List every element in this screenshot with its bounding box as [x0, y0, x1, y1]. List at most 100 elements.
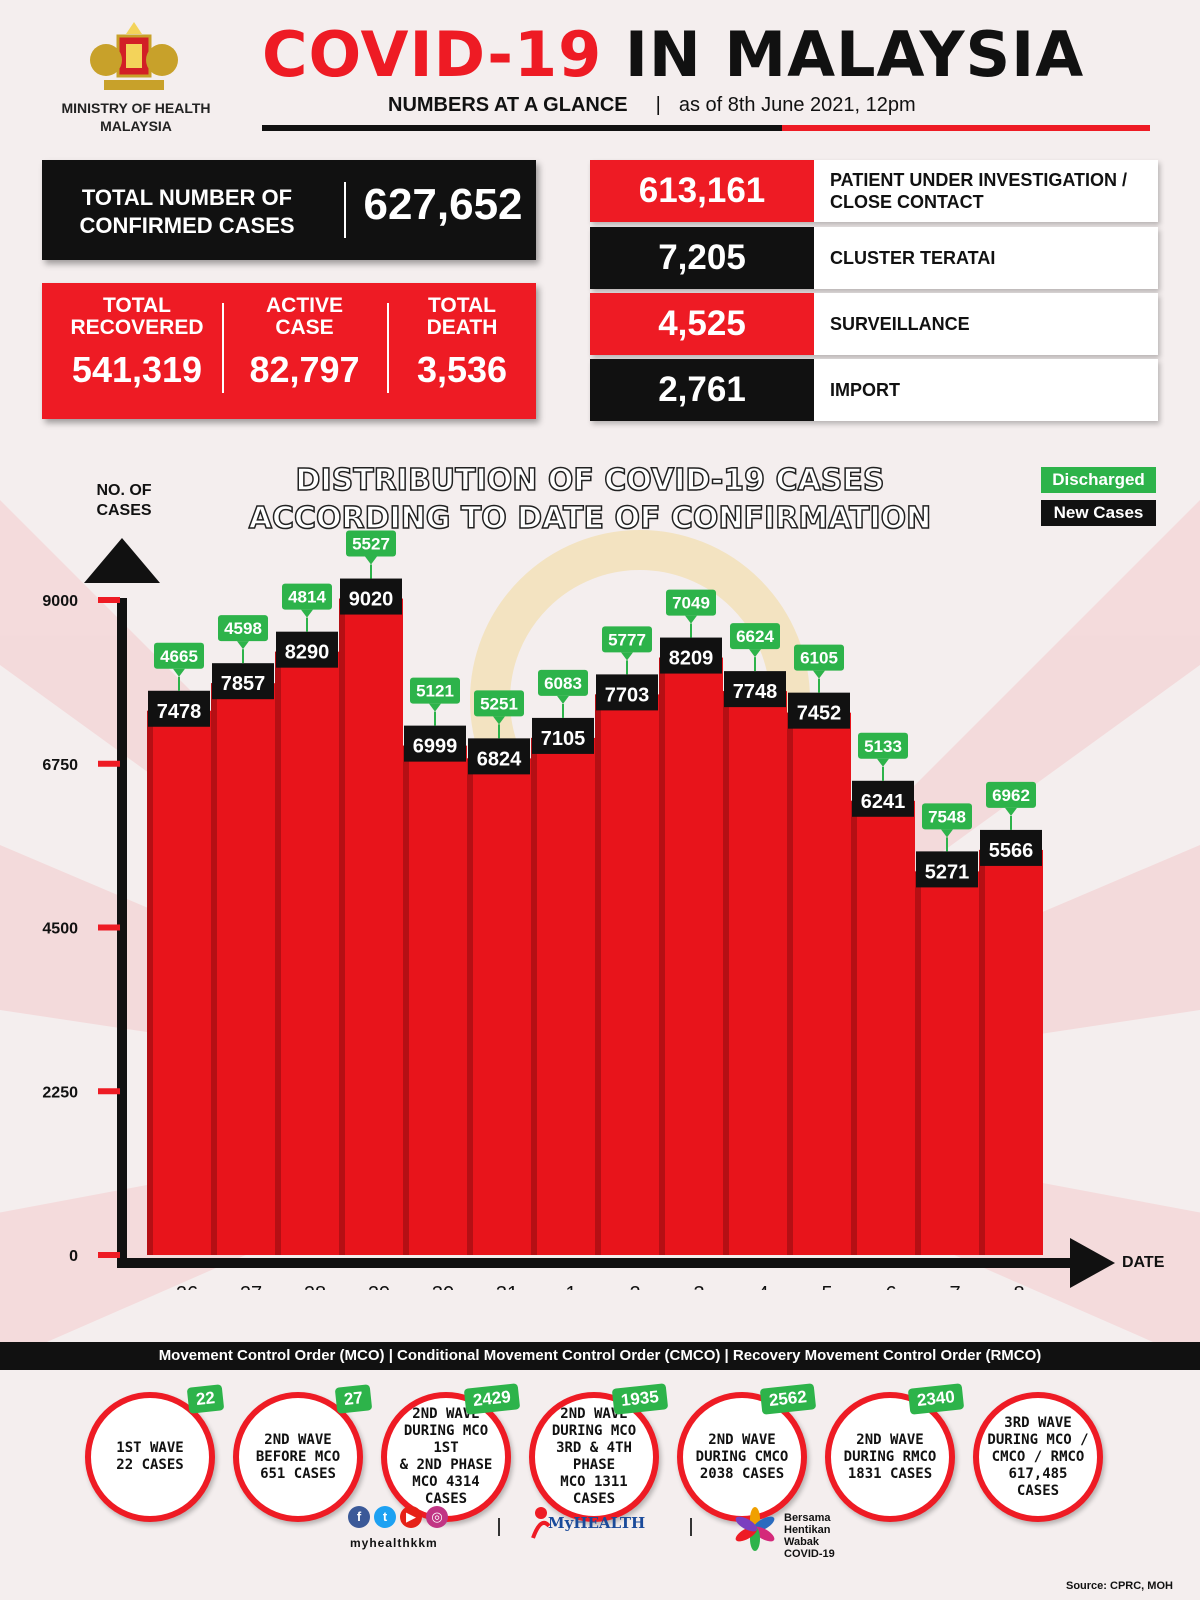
x-tick-day: 7: [949, 1283, 960, 1290]
new-cases-label-box: [660, 637, 722, 674]
y-tick-label: 0: [69, 1248, 78, 1265]
x-axis-line: [117, 1258, 1077, 1268]
category-label: IMPORT: [830, 380, 900, 400]
discharged-label: 5121: [416, 682, 454, 701]
wave-text: 2ND WAVE DURING MCO 1ST & 2ND PHASE MCO …: [399, 1406, 493, 1507]
new-cases-label-box: [212, 663, 274, 700]
source-note: Source: CPRC, MOH: [1066, 1580, 1173, 1592]
bar-shade: [787, 712, 793, 1255]
bar-new-cases: [147, 710, 211, 1255]
discharged-pointer: [941, 829, 953, 838]
new-cases-label: 6999: [413, 736, 458, 758]
bar-new-cases: [723, 691, 787, 1255]
mco-legend-bar: Movement Control Order (MCO) | Condition…: [0, 1342, 1200, 1370]
discharged-label: 4814: [288, 588, 326, 607]
new-cases-label: 6241: [861, 791, 906, 813]
discharged-pointer: [493, 716, 505, 725]
y-tick-mark: [98, 924, 120, 931]
new-cases-label-box: [468, 738, 530, 775]
active-value: 82,797: [249, 349, 360, 390]
wave-badge: 27: [334, 1384, 373, 1414]
new-cases-label: 7857: [221, 673, 266, 695]
wave-circle-4: 2ND WAVE DURING MCO 3RD & 4TH PHASE MCO …: [529, 1383, 669, 1522]
y-tick-label: 9000: [42, 593, 78, 610]
wave-text: 2ND WAVE DURING RMCO 1831 CASES: [843, 1431, 937, 1482]
y-tick-label: 4500: [42, 921, 78, 938]
footer-separator: [498, 1518, 500, 1536]
active-label-2: CASE: [275, 316, 334, 339]
discharged-pointer: [813, 670, 825, 679]
instagram-icon[interactable]: ◎: [426, 1506, 448, 1528]
new-cases-label-box: [532, 717, 594, 754]
discharged-label: 5251: [480, 694, 518, 713]
youtube-icon[interactable]: ▶: [400, 1506, 422, 1528]
y-axis-arrow: [84, 538, 160, 583]
discharged-label-box: [666, 589, 716, 616]
bar-new-cases: [595, 694, 659, 1255]
discharged-label: 7049: [672, 594, 710, 613]
category-label: PATIENT UNDER INVESTIGATION / CLOSE CONT…: [830, 170, 1128, 212]
title-red: COVID-19: [262, 18, 603, 91]
subtitle-line: NUMBERS AT A GLANCE | as of 8th June 2021,…: [388, 94, 916, 117]
recovered-label-2: RECOVERED: [70, 316, 204, 339]
discharged-label: 4598: [224, 619, 262, 638]
new-cases-label-box: [276, 631, 338, 668]
outcome-stats-box: TOTAL RECOVERED 541,319 ACTIVE CASE 82,7…: [42, 283, 536, 419]
new-cases-label: 7703: [605, 684, 650, 706]
category-row-pui: 613,161 PATIENT UNDER INVESTIGATION / CL…: [590, 160, 1158, 222]
footer-separator: [690, 1518, 692, 1536]
category-row-cluster: 7,205 CLUSTER TERATAI: [590, 227, 1158, 289]
total-confirmed-label: TOTAL NUMBER OF CONFIRMED CASES: [62, 184, 312, 240]
bar-new-cases: [403, 745, 467, 1255]
y-tick-mark: [98, 597, 120, 603]
new-cases-label-box: [340, 578, 402, 615]
new-cases-label-box: [852, 780, 914, 817]
header-rule-black: [262, 125, 782, 131]
new-cases-label-box: [916, 851, 978, 888]
death-stat: TOTAL DEATH 3,536: [397, 295, 527, 391]
bar-shade: [147, 710, 153, 1255]
x-tick-day: 3: [693, 1283, 704, 1290]
chart-title: DISTRIBUTION OF COVID-19 CASES ACCORDING…: [248, 462, 932, 537]
wave-circle-2: 2ND WAVE BEFORE MCO 651 CASES 27: [233, 1384, 373, 1522]
bersama-line-2: Hentikan: [784, 1524, 831, 1536]
bar-new-cases: [467, 758, 531, 1255]
as-of-date: as of 8th June 2021, 12pm: [678, 94, 916, 116]
discharged-pointer: [685, 615, 697, 624]
wave-circle-3: 2ND WAVE DURING MCO 1ST & 2ND PHASE MCO …: [381, 1383, 521, 1522]
divider: [344, 182, 346, 238]
discharged-label-box: [410, 677, 460, 704]
y-tick-label: 6750: [42, 757, 78, 774]
discharged-pointer: [301, 609, 313, 618]
facebook-icon[interactable]: f: [348, 1506, 370, 1528]
category-value: 7,205: [590, 227, 814, 289]
subtitle-separator: |: [655, 94, 661, 116]
bar-shade: [467, 758, 473, 1255]
wave-text: 3RD WAVE DURING MCO / CMCO / RMCO 617,48…: [987, 1414, 1089, 1499]
wave-text: 2ND WAVE BEFORE MCO 651 CASES: [255, 1431, 341, 1482]
discharged-label-box: [794, 644, 844, 671]
discharged-label: 5777: [608, 630, 646, 649]
ministry-line-1: MINISTRY OF HEALTH: [61, 100, 211, 116]
discharged-label: 6083: [544, 674, 582, 693]
discharged-label-box: [538, 669, 588, 696]
y-axis-label: NO. OF CASES: [96, 482, 152, 519]
active-stat: ACTIVE CASE 82,797: [232, 295, 377, 391]
bar-new-cases: [531, 737, 595, 1255]
discharged-label: 6624: [736, 627, 774, 646]
y-tick-mark: [98, 760, 120, 767]
category-value: 2,761: [590, 359, 814, 421]
bersama-line-1: Bersama: [784, 1512, 831, 1524]
discharged-pointer: [173, 668, 185, 677]
wave-circle-1: 1ST WAVE 22 CASES 22: [85, 1384, 225, 1522]
bar-new-cases: [915, 871, 979, 1255]
category-row-surveillance: 4,525 SURVEILLANCE: [590, 293, 1158, 355]
new-cases-label: 7748: [733, 681, 778, 703]
new-cases-label: 6824: [477, 748, 522, 770]
x-tick-day: 26: [176, 1283, 198, 1290]
wave-circle-7: 3RD WAVE DURING MCO / CMCO / RMCO 617,48…: [973, 1392, 1103, 1522]
twitter-icon[interactable]: t: [374, 1506, 396, 1528]
new-cases-label: 5271: [925, 861, 970, 883]
x-axis-label: DATE: [1122, 1254, 1165, 1271]
discharged-label-box: [986, 781, 1036, 808]
